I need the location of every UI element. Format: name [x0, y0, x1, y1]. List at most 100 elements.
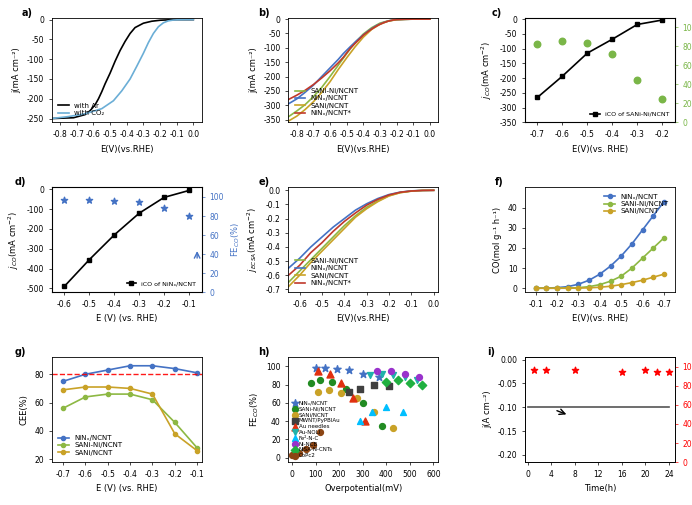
Line: SANi/NCNT: SANi/NCNT: [289, 19, 430, 121]
SANi-Ni/NCNT: [563, 285, 572, 291]
Ni-NCB: [399, 370, 410, 378]
SANi/NCNT: [384, 18, 392, 24]
NiSA-N-CNTs: [416, 381, 427, 389]
NiNₓ/NCNT: [326, 65, 334, 71]
NiNₓ/NCNT: [363, 200, 371, 207]
SANi/NCNT: [301, 107, 309, 113]
SANi/NCNT: [351, 44, 359, 50]
Point: [59, 196, 70, 204]
NiNₓ/NCNT*: [343, 50, 351, 56]
CoPc2: [293, 449, 304, 457]
SANi-Ni/NCNT: [318, 84, 326, 90]
SANi-Ni/NCNT: [384, 18, 392, 24]
Text: d): d): [15, 177, 26, 187]
X-axis label: E(V)(vs.RHE): E(V)(vs.RHE): [336, 315, 390, 324]
NiNₓ/NCNT*: [426, 16, 434, 22]
X-axis label: E(V)(vs. RHE): E(V)(vs. RHE): [572, 315, 628, 324]
NiNₓ/NCNT: [346, 44, 354, 50]
SANi/NCNT: [543, 285, 551, 291]
SANi/NCNT: [531, 285, 540, 291]
Point: [607, 50, 618, 58]
CoPc2: [300, 445, 311, 453]
Line: SANi-Ni/NCNT: SANi-Ni/NCNT: [61, 392, 199, 450]
with Ar: [48, 116, 56, 122]
with Ar: [101, 81, 109, 87]
SANi/NCNT: [318, 89, 326, 95]
Point: [632, 76, 643, 84]
CoPc2: [315, 428, 326, 436]
with CO₂: [126, 76, 134, 82]
Point: [183, 212, 194, 220]
SANi/NCNT: [401, 16, 409, 22]
NiNₓ/NCNT*: [351, 40, 359, 46]
SANi-Ni/NCNT: [327, 378, 338, 386]
with Ar: [111, 58, 119, 64]
NiNₓ/NCNT: [293, 96, 301, 102]
NiNₓ/NCNT*: [346, 45, 354, 52]
Point: [532, 40, 543, 48]
with Ar: [147, 18, 156, 24]
NiNₓ/NCNT*: [334, 60, 343, 66]
NiNₓ/NCNT: [320, 364, 331, 372]
Au-NOLI: [399, 373, 410, 381]
Point: [84, 196, 95, 204]
SANi-Ni/NCNT: [543, 285, 551, 291]
SANi-Ni/NCNT: [81, 394, 89, 400]
SANi-Ni/NCNT: [293, 108, 301, 114]
Point: [652, 368, 663, 376]
with Ar: [106, 70, 114, 76]
SANi-Ni/NCNT: [660, 235, 668, 241]
NiNₓ/NCNT: [331, 365, 343, 373]
NiNₓ/NCNT*: [392, 17, 401, 23]
NiNₓ/NCNT: [193, 370, 201, 376]
SANi-Ni/NCNT: [301, 102, 309, 108]
Point: [582, 39, 593, 47]
NiNₓ/NCNT*: [318, 240, 326, 246]
NiNₓ/NCNT: [309, 82, 318, 88]
Line: SANi/NCNT: SANi/NCNT: [289, 190, 434, 287]
SANi/NCNT: [628, 280, 636, 286]
Au needles: [336, 379, 347, 387]
X-axis label: Time(h): Time(h): [583, 484, 616, 493]
NiNₓ/NCNT*: [309, 81, 318, 87]
Line: SANi-Ni/NCNT: SANi-Ni/NCNT: [289, 190, 434, 282]
with CO₂: [164, 18, 172, 24]
Au needles: [348, 394, 359, 402]
NiNₓ/NCNT*: [396, 189, 404, 195]
NiNₓ/NCNT: [295, 255, 304, 261]
NiNₓ/NCNT: [352, 207, 360, 213]
SANi/NCNT: [359, 34, 367, 40]
NiNₓ/NCNT: [301, 89, 309, 95]
with Ar: [189, 17, 197, 23]
NiNₓ/NCNT: [374, 195, 382, 201]
Line: NiNₓ/NCNT: NiNₓ/NCNT: [289, 190, 434, 268]
NiNₓ/NCNT: [531, 285, 540, 291]
NiNₓ/NCNT*: [409, 16, 417, 22]
SANi-Ni/NCNT: [426, 16, 434, 22]
NiNₓ/NCNT*: [339, 54, 347, 60]
SANi/NCNT: [363, 206, 371, 212]
SANi/NCNT: [396, 190, 404, 196]
Line: iCO of NiNₓ/NCNT: iCO of NiNₓ/NCNT: [62, 188, 192, 289]
iCO of NiNₓ/NCNT: [185, 187, 193, 193]
SANi/NCNT: [295, 272, 304, 278]
SANi/NCNT: [596, 284, 604, 290]
SANi-Ni/NCNT: [357, 399, 368, 407]
Text: i): i): [488, 347, 495, 357]
Text: g): g): [15, 347, 26, 357]
X-axis label: E(V)(vs.RHE): E(V)(vs.RHE): [100, 144, 154, 154]
NiNₓ/NCNT*: [295, 262, 304, 268]
SANi/NCNT: [553, 285, 561, 291]
SANi/NCNT: [617, 282, 626, 288]
Point: [158, 205, 170, 213]
with Ar: [172, 17, 181, 23]
with CO₂: [181, 17, 189, 23]
NiNₓ/NCNT: [329, 224, 337, 230]
SANi-Ni/NCNT: [407, 188, 415, 194]
SANi-Ni/NCNT: [295, 268, 304, 274]
Line: NiNₓ/NCNT*: NiNₓ/NCNT*: [289, 19, 430, 99]
MWNT/PyPBIAu: [369, 381, 380, 389]
SANi/NCNT: [430, 187, 438, 193]
SANi-Ni/NCNT: [351, 39, 359, 45]
Line: iCO of SANi-Ni/NCNT: iCO of SANi-Ni/NCNT: [535, 18, 664, 100]
